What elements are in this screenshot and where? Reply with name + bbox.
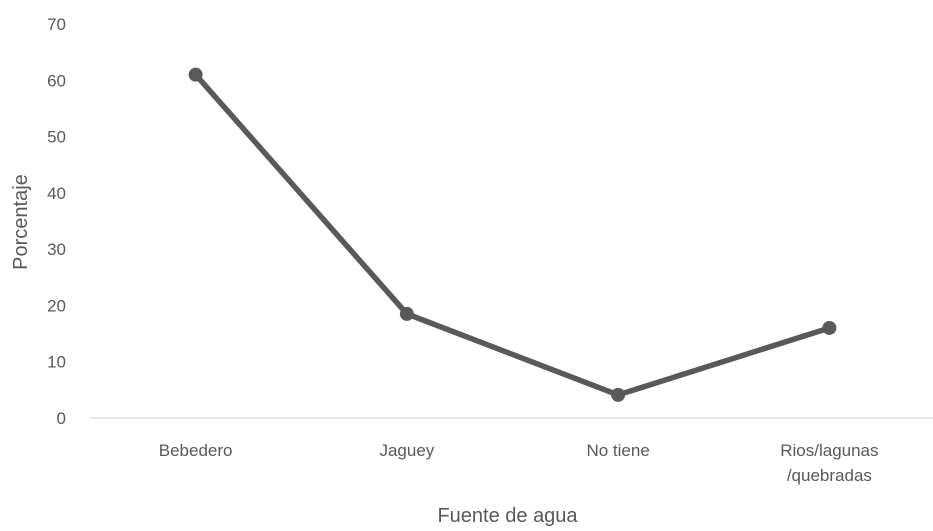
- x-tick-label: Jaguey: [379, 441, 434, 460]
- series-line: [192, 71, 833, 398]
- data-point: [399, 306, 414, 321]
- y-axis-title: Porcentaje: [10, 174, 32, 270]
- x-tick-label-line: Jaguey: [379, 441, 434, 460]
- x-tick-label: Rios/lagunas/quebradas: [780, 441, 878, 485]
- y-tick-label: 40: [47, 184, 66, 203]
- data-point: [611, 387, 626, 402]
- y-tick-label: 10: [47, 353, 66, 372]
- data-point: [822, 320, 837, 335]
- x-tick-label-line: No tiene: [586, 441, 649, 460]
- x-tick-label-line: /quebradas: [787, 466, 872, 485]
- x-axis-tick-labels: Bebedero Jaguey No tiene Rios/lagunas/quebr…: [159, 441, 879, 485]
- series-group: [188, 67, 837, 402]
- y-tick-label: 30: [47, 240, 66, 259]
- x-tick-label-line: Rios/lagunas: [780, 441, 878, 460]
- y-tick-label: 0: [57, 409, 66, 428]
- y-tick-label: 50: [47, 128, 66, 147]
- y-tick-label: 70: [47, 15, 66, 34]
- y-tick-label: 60: [47, 71, 66, 90]
- data-point: [188, 67, 203, 82]
- y-axis-tick-labels: 0 10 20 30 40 50 60 70: [47, 15, 66, 428]
- x-axis-title: Fuente de agua: [437, 505, 578, 527]
- x-tick-label: No tiene: [586, 441, 649, 460]
- y-tick-label: 20: [47, 296, 66, 315]
- x-tick-label: Bebedero: [159, 441, 233, 460]
- x-tick-label-line: Bebedero: [159, 441, 233, 460]
